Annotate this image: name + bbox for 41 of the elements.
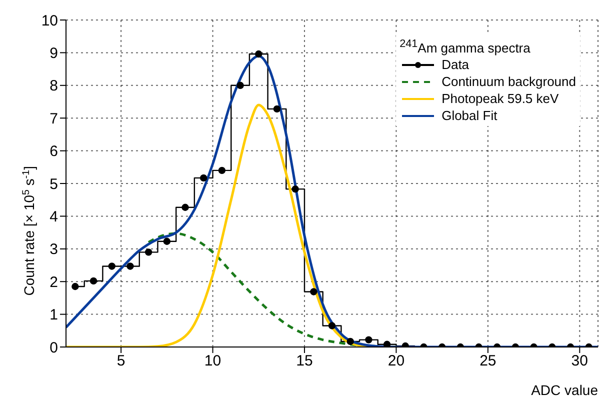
point	[255, 50, 262, 58]
y-tick-label: 3	[50, 241, 58, 258]
y-tick-label: 0	[50, 339, 58, 356]
legend-label: Global Fit	[442, 107, 498, 124]
legend-label: Photopeak 59.5 keV	[442, 90, 559, 108]
x-tick-label: 20	[388, 352, 405, 370]
y-tick-label: 5	[50, 176, 58, 193]
point	[144, 248, 152, 256]
legend-label: Data	[442, 56, 470, 74]
point	[200, 174, 208, 182]
y-tick-label: 2	[50, 274, 58, 291]
x-tick-label: 25	[480, 352, 496, 370]
point	[292, 185, 299, 193]
legend-title: $^{241}$Am gamma spectra	[400, 37, 532, 56]
y-tick-label: 10	[41, 12, 58, 30]
point	[310, 288, 318, 296]
point	[365, 336, 372, 344]
point	[346, 338, 354, 346]
point	[108, 262, 116, 270]
y-tick-label: 7	[50, 110, 58, 128]
x-tick-label: 30	[571, 352, 588, 370]
y-tick-label: 1	[50, 306, 58, 324]
y-tick-label: 9	[50, 45, 58, 62]
point	[72, 282, 79, 290]
point	[218, 166, 226, 174]
x-tick-label: 5	[116, 352, 126, 370]
point	[236, 82, 244, 89]
y-tick-label: 8	[50, 78, 58, 95]
point	[182, 204, 189, 211]
point	[90, 277, 98, 285]
x-axis-title: ADC value	[531, 382, 598, 398]
point	[273, 105, 281, 113]
point	[126, 262, 134, 270]
point	[163, 238, 170, 245]
x-tick-label: 10	[204, 352, 222, 370]
x-tick-label: 15	[296, 352, 313, 370]
y-tick-label: 6	[50, 143, 58, 160]
y-tick-label: 4	[50, 208, 58, 226]
point	[328, 322, 336, 330]
legend-label: Continuum background	[442, 73, 576, 90]
point	[383, 340, 391, 347]
